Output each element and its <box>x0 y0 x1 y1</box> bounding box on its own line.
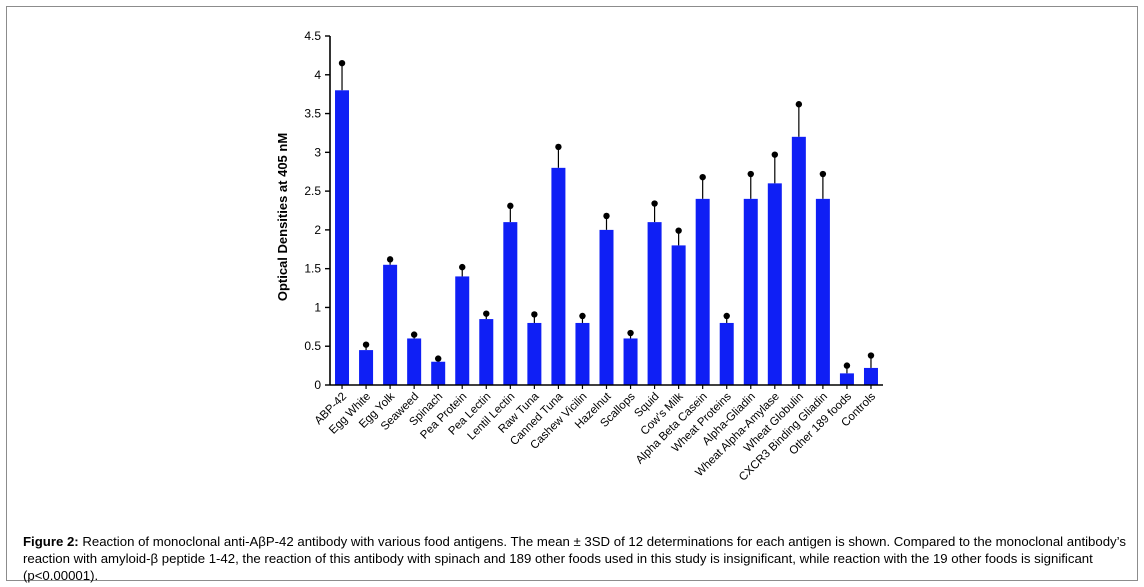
y-tick-label: 3 <box>314 145 321 159</box>
bar <box>455 276 470 385</box>
bar <box>359 350 374 385</box>
bar <box>503 222 518 385</box>
y-tick-label: 2 <box>314 223 321 237</box>
y-tick-label: 1.5 <box>304 262 321 276</box>
error-bar-cap <box>338 59 346 67</box>
bar <box>335 90 350 386</box>
error-bar-cap <box>819 170 827 178</box>
bars <box>335 90 878 386</box>
bar <box>743 198 758 385</box>
error-bar-cap <box>410 331 418 338</box>
error-bars <box>338 59 875 374</box>
error-bar-cap <box>843 362 851 369</box>
error-bar-cap <box>579 312 586 320</box>
bar <box>791 136 806 385</box>
bar <box>647 222 662 385</box>
bar-chart: Optical Densities at 405 nM 0 0.5 1 1.5 2 2.5… <box>275 29 883 484</box>
bar <box>551 167 566 385</box>
bar <box>479 319 494 385</box>
bar <box>815 198 830 385</box>
bar <box>431 361 446 385</box>
figure-caption-text: Reaction of monoclonal anti-AβP-42 antib… <box>23 534 1126 583</box>
figure-frame: Optical Densities at 405 nM 0 0.5 1 1.5 2 2.5… <box>6 6 1138 584</box>
error-bar-cap <box>362 341 370 348</box>
error-bar-cap <box>459 263 466 271</box>
error-bar-cap <box>699 173 706 181</box>
figure-caption-label: Figure 2: <box>23 534 79 549</box>
bar <box>863 367 878 385</box>
error-bar-cap <box>507 202 514 210</box>
error-bar-cap <box>627 329 634 337</box>
error-bar-cap <box>795 101 803 108</box>
y-axis-ticks: 0 0.5 1 1.5 2 2.5 3 3.5 4 4.5 <box>304 29 330 392</box>
error-bar-cap <box>723 312 730 320</box>
y-tick-label: 0.5 <box>304 339 321 353</box>
error-bar-cap <box>771 151 779 158</box>
error-bar-cap <box>531 311 538 318</box>
y-tick-label: 2.5 <box>304 184 321 198</box>
y-tick-label: 4 <box>314 68 321 82</box>
bar <box>599 229 614 385</box>
error-bar-cap <box>651 200 658 207</box>
y-axis-label: Optical Densities at 405 nM <box>275 133 290 301</box>
figure-caption: Figure 2: Reaction of monoclonal anti-Aβ… <box>23 533 1135 584</box>
error-bar-cap <box>386 256 394 263</box>
error-bar-cap <box>555 143 562 151</box>
y-tick-label: 1 <box>314 300 321 314</box>
bar <box>671 245 686 385</box>
bar <box>767 183 782 385</box>
bar <box>575 322 590 385</box>
bar <box>383 264 398 385</box>
bar <box>623 338 638 385</box>
bar <box>839 373 854 385</box>
y-axis-label-group: Optical Densities at 405 nM <box>275 133 290 301</box>
bar <box>719 322 734 385</box>
error-bar-cap <box>603 212 610 220</box>
y-tick-label: 4.5 <box>304 29 321 43</box>
bar <box>695 198 710 385</box>
y-tick-label: 3.5 <box>304 107 321 121</box>
error-bar-cap <box>747 170 754 178</box>
error-bar-cap <box>483 310 490 317</box>
bar <box>407 338 422 385</box>
bar <box>527 322 542 385</box>
error-bar-cap <box>434 355 442 362</box>
error-bar-cap <box>867 352 875 359</box>
error-bar-cap <box>675 227 682 234</box>
y-tick-label: 0 <box>314 378 321 392</box>
